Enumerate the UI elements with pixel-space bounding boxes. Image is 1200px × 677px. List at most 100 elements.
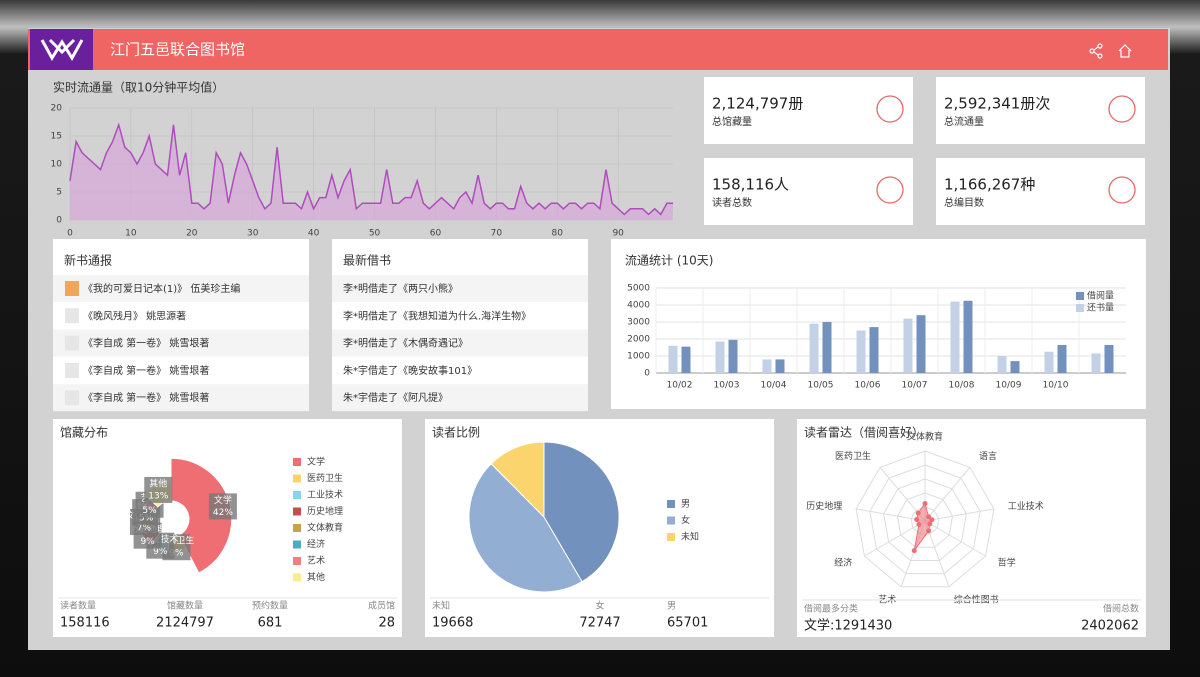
radar-ring: [855, 450, 995, 588]
radar-label: 历史地理: [806, 500, 842, 512]
radar-label: 语言: [979, 450, 997, 462]
footer-label: 成员馆: [368, 600, 395, 612]
bar: [1091, 353, 1101, 373]
stat-icon: [1108, 176, 1136, 204]
radar-axis: [924, 467, 971, 522]
card: [936, 77, 1145, 144]
footer-value: 2124797: [156, 616, 214, 631]
y-tick-label: 5000: [627, 284, 650, 294]
stat-value: 2,592,341册次: [944, 95, 1050, 113]
footer-label: 读者数量: [60, 600, 96, 612]
stat-icon: [1108, 95, 1136, 123]
legend-swatch: [1076, 304, 1084, 312]
bar: [668, 345, 678, 373]
y-tick-label: 15: [51, 132, 62, 142]
y-tick-label: 4000: [627, 301, 650, 311]
legend-label: 文学: [307, 456, 325, 468]
bar: [950, 301, 960, 373]
bar: [728, 339, 738, 373]
legend-swatch: [293, 557, 301, 565]
x-tick-label: 10/03: [714, 381, 740, 391]
x-tick-label: 60: [430, 229, 442, 239]
header-bar: [28, 29, 1168, 70]
radar-ring: [883, 478, 967, 561]
footer-value: 2402062: [1081, 619, 1139, 634]
footer-value: 文学:1291430: [804, 618, 892, 634]
x-tick-label: 40: [308, 229, 320, 239]
y-tick-label: 20: [51, 104, 63, 114]
x-tick-label: 10/05: [808, 381, 834, 391]
list-item: 《李自成 第一卷》 姚雪垠著: [83, 391, 209, 404]
logo-mark: [40, 38, 84, 61]
y-tick-label: 1000: [627, 352, 650, 362]
bar: [822, 322, 832, 373]
card: [797, 419, 1146, 637]
footer-value: 72747: [579, 616, 620, 631]
slice-value-label: 5%: [142, 506, 157, 516]
bar: [1104, 344, 1114, 373]
list-title: 新书通报: [64, 253, 112, 268]
footer-label: 借阅总数: [1103, 603, 1139, 615]
radar-point: [914, 517, 920, 523]
footer-value: 681: [258, 616, 283, 631]
stat-value: 2,124,797册: [712, 95, 803, 113]
legend-swatch: [293, 540, 301, 549]
x-tick-label: 10/09: [996, 381, 1022, 391]
bar: [1010, 361, 1020, 373]
chart-title: 实时流通量（取10分钟平均值）: [53, 80, 224, 95]
slice-value-label: 9%: [169, 549, 184, 559]
bar: [916, 315, 926, 373]
bar: [997, 356, 1007, 373]
radar-label: 经济: [834, 557, 852, 569]
list-item: 《我的可爱日记本(1)》 伍美珍主编: [83, 282, 240, 295]
stat-icon: [876, 176, 904, 204]
slice-value-label: 9%: [140, 537, 155, 547]
legend-label: 女: [681, 514, 690, 526]
y-tick-label: 0: [644, 369, 650, 379]
x-tick-label: 10/10: [1043, 381, 1069, 391]
x-tick-label: 80: [552, 229, 564, 239]
list-item: 李*明借走了《两只小熊》: [343, 282, 458, 295]
footer-value: 28: [378, 616, 395, 631]
header-title: 江门五邑联合图书馆: [110, 41, 245, 59]
legend-label: 未知: [681, 531, 699, 543]
card: [704, 158, 913, 225]
book-thumb: [65, 308, 79, 324]
radar-label: 综合性图书: [954, 593, 999, 605]
stat-label: 总流通量: [944, 115, 984, 128]
pie-slice: [543, 441, 620, 583]
list-row: [53, 275, 309, 302]
slice-label: 其他: [149, 477, 167, 489]
slice-value-label: 7%: [137, 524, 152, 534]
legend-swatch: [293, 524, 301, 532]
list-item: 《李自成 第一卷》 姚雪垠著: [83, 337, 209, 350]
legend-label: 历史地理: [307, 505, 343, 517]
card: [704, 77, 913, 144]
stat-value: 158,116人: [712, 176, 789, 194]
list-row: [53, 384, 309, 412]
list-title: 最新借书: [343, 253, 391, 268]
legend-label: 经济: [307, 538, 325, 550]
radar-label: 文体教育: [907, 431, 943, 443]
x-tick-label: 10/07: [902, 381, 928, 391]
card: [611, 239, 1146, 409]
pie-slice: [490, 441, 545, 519]
radar-label: 工业技术: [1008, 500, 1044, 512]
stat-label: 总馆藏量: [712, 115, 752, 128]
y-tick-label: 10: [51, 160, 63, 170]
radar-axis: [924, 520, 986, 557]
home-icon[interactable]: [1118, 44, 1132, 58]
x-tick-label: 10/06: [855, 381, 881, 391]
list-item: 《李自成 第一卷》 姚雪垠著: [83, 364, 209, 377]
radar-label: 医药卫生: [835, 450, 871, 462]
x-tick-label: 10/04: [761, 381, 787, 391]
share-icon[interactable]: [1089, 43, 1103, 59]
radar-point: [927, 521, 933, 527]
bar: [1057, 344, 1067, 373]
stat-icon: [876, 95, 904, 123]
y-tick-label: 3000: [627, 318, 650, 328]
stat-label: 总编目数: [944, 196, 984, 209]
x-tick-label: 50: [369, 229, 381, 239]
book-thumb: [65, 362, 79, 378]
